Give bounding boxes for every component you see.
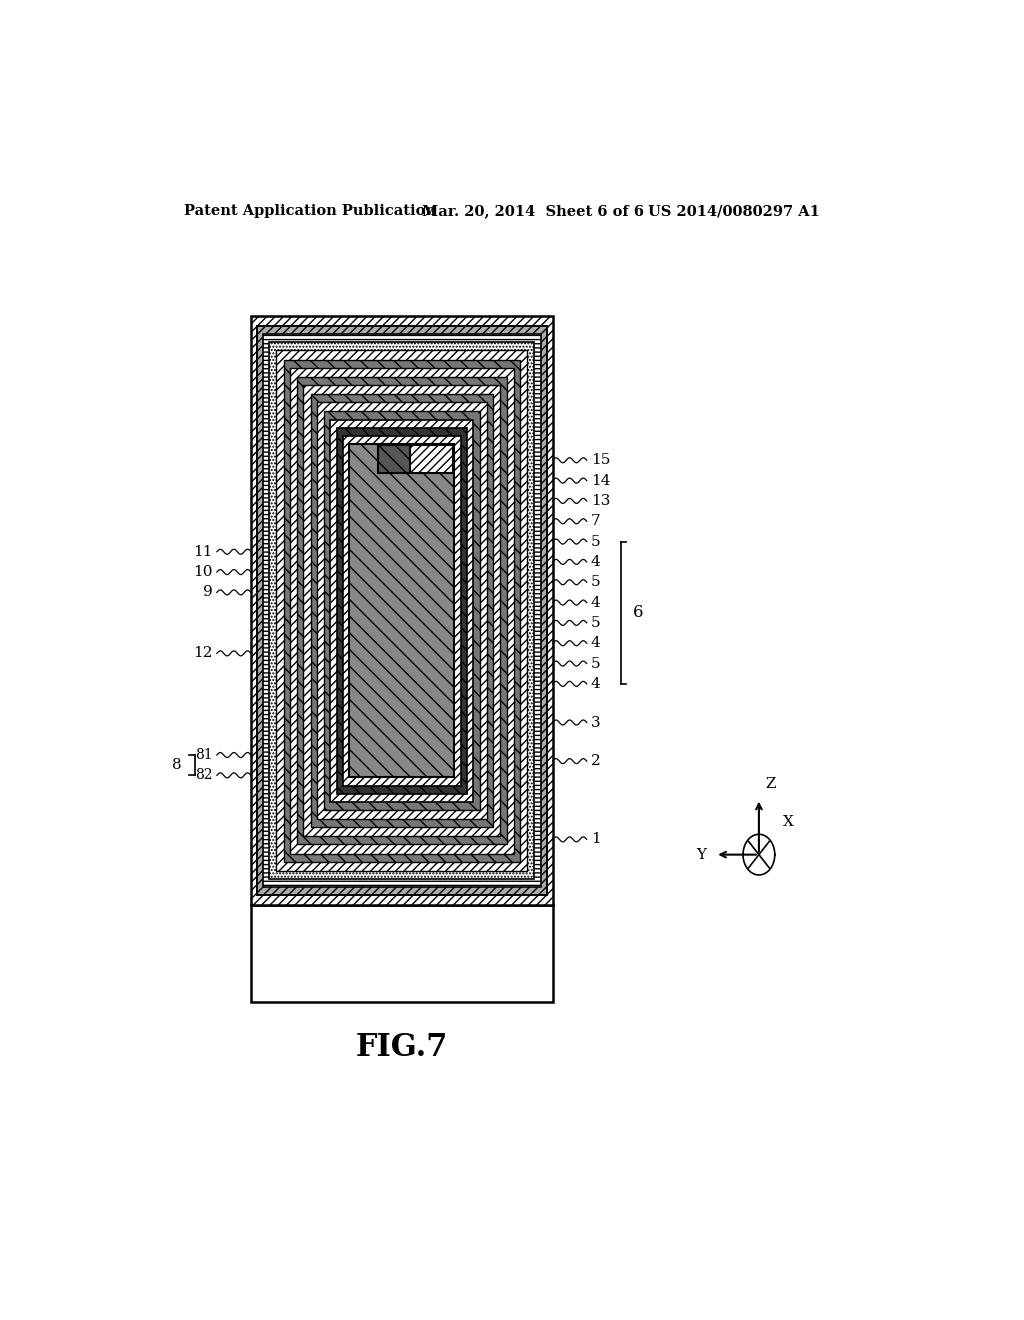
Bar [410, 445, 454, 474]
Text: Z: Z [765, 776, 776, 791]
Text: 5: 5 [591, 656, 600, 671]
Bar [263, 334, 541, 887]
Text: FIG.7: FIG.7 [355, 1032, 447, 1063]
Text: 4: 4 [591, 677, 600, 690]
Text: X: X [782, 816, 794, 829]
Bar [290, 368, 514, 854]
Bar [251, 906, 553, 1002]
Bar [276, 351, 527, 871]
Bar [331, 420, 473, 801]
Text: 6: 6 [633, 605, 643, 622]
Text: Y: Y [695, 847, 706, 862]
Bar [310, 395, 494, 828]
Text: Patent Application Publication: Patent Application Publication [183, 205, 435, 218]
Bar [343, 436, 461, 785]
Bar [251, 315, 553, 906]
Text: Mar. 20, 2014  Sheet 6 of 6: Mar. 20, 2014 Sheet 6 of 6 [422, 205, 644, 218]
Text: 14: 14 [591, 474, 610, 487]
Bar [316, 403, 486, 818]
Bar [284, 359, 520, 862]
Text: 11: 11 [194, 545, 213, 558]
Text: 13: 13 [591, 494, 610, 508]
Bar [297, 378, 507, 845]
Text: 4: 4 [591, 636, 600, 651]
Text: 17: 17 [369, 352, 401, 442]
Text: 5: 5 [591, 576, 600, 589]
Text: 10: 10 [194, 565, 213, 579]
Text: 15: 15 [591, 453, 610, 467]
Text: 5: 5 [591, 616, 600, 630]
Text: 3: 3 [591, 715, 600, 730]
Bar [337, 428, 467, 793]
Text: 5: 5 [591, 535, 600, 549]
Bar [257, 326, 547, 895]
Text: US 2014/0080297 A1: US 2014/0080297 A1 [648, 205, 819, 218]
Text: 2: 2 [591, 754, 600, 768]
Text: 16: 16 [430, 352, 459, 442]
Text: 4: 4 [591, 554, 600, 569]
Text: 1: 1 [591, 833, 600, 846]
Text: 7: 7 [591, 515, 600, 528]
Text: 4: 4 [591, 595, 600, 610]
Text: 81: 81 [196, 748, 213, 762]
Text: 8: 8 [172, 758, 181, 772]
Bar [378, 445, 422, 474]
Text: 9: 9 [203, 585, 213, 599]
Bar [349, 444, 455, 777]
Bar [269, 342, 535, 879]
Text: 82: 82 [196, 768, 213, 783]
Bar [303, 385, 500, 837]
Text: 12: 12 [194, 647, 213, 660]
Bar [324, 412, 479, 810]
